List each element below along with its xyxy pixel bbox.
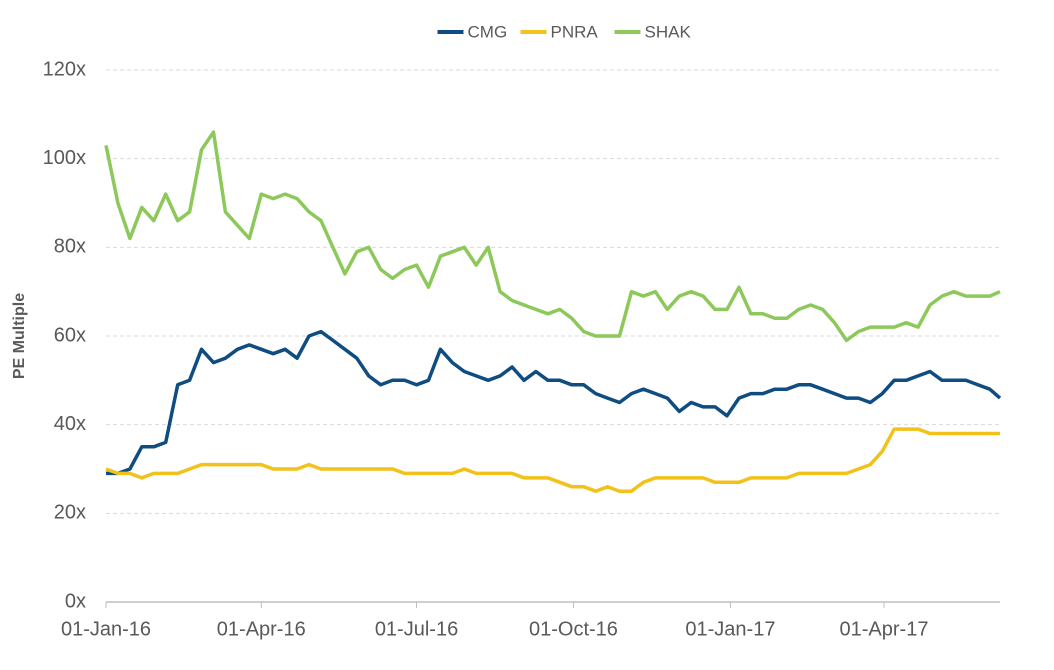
series-line xyxy=(104,130,1001,343)
legend-label: SHAK xyxy=(645,22,692,41)
legend-label: PNRA xyxy=(551,22,599,41)
x-tick-label: 01-Jul-16 xyxy=(375,618,458,640)
y-tick-label: 60x xyxy=(54,324,86,346)
y-tick-label: 40x xyxy=(54,413,86,435)
series-line xyxy=(106,329,1002,476)
x-tick-label: 01-Jan-17 xyxy=(685,618,775,640)
y-tick-label: 80x xyxy=(54,236,86,258)
y-tick-label: 100x xyxy=(43,147,86,169)
y-tick-label: 0x xyxy=(65,590,86,612)
y-tick-label: 120x xyxy=(43,58,86,80)
x-tick-label: 01-Apr-17 xyxy=(840,618,929,640)
legend-label: CMG xyxy=(468,22,508,41)
x-tick-label: 01-Apr-16 xyxy=(217,618,306,640)
x-tick-label: 01-Jan-16 xyxy=(61,618,151,640)
y-tick-label: 20x xyxy=(54,502,86,524)
x-tick-label: 01-Oct-16 xyxy=(529,618,618,640)
y-axis-label: PE Multiple xyxy=(11,293,28,379)
series-line xyxy=(105,427,1000,493)
